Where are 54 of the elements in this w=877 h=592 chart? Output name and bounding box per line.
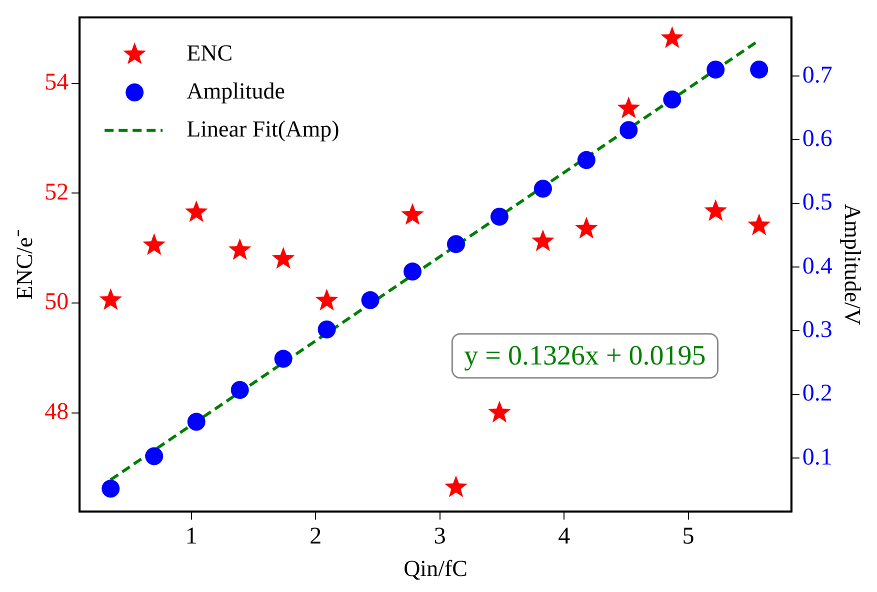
point xyxy=(750,60,768,79)
y2-tick-label: 0.5 xyxy=(802,190,832,216)
x-tick-label: 3 xyxy=(434,523,446,550)
y2-axis-title: Amplitude/V xyxy=(840,204,866,326)
y2-tick-label: 0.1 xyxy=(802,444,832,470)
point xyxy=(532,229,554,252)
legend-label: ENC xyxy=(186,40,233,66)
y-tick-label: 48 xyxy=(44,399,69,426)
point xyxy=(488,400,511,422)
point xyxy=(748,214,771,236)
point xyxy=(102,480,120,498)
point xyxy=(315,288,338,310)
point xyxy=(660,26,684,48)
point xyxy=(620,121,638,140)
point xyxy=(272,247,295,269)
point xyxy=(318,320,336,338)
y-tick-label: 52 xyxy=(44,179,69,206)
point xyxy=(534,180,552,198)
point xyxy=(575,216,598,239)
point xyxy=(401,203,424,225)
point xyxy=(404,262,422,281)
point xyxy=(444,475,468,498)
point xyxy=(184,200,208,222)
point xyxy=(274,350,292,368)
point xyxy=(228,238,252,260)
point xyxy=(617,96,640,118)
y2-tick-label: 0.2 xyxy=(802,380,832,407)
point xyxy=(145,447,164,466)
y-tick-label: 50 xyxy=(44,289,69,316)
y2-tick-label: 0.7 xyxy=(802,62,832,88)
y2-tick-label: 0.4 xyxy=(802,253,832,280)
y2-tick-label: 0.3 xyxy=(802,317,832,344)
point xyxy=(446,235,465,254)
legend-label: Linear Fit(Amp) xyxy=(186,116,340,142)
point xyxy=(663,90,682,109)
y-tick-label: 54 xyxy=(44,70,69,96)
x-tick-label: 2 xyxy=(310,523,322,550)
point xyxy=(187,412,206,431)
legend-label: Amplitude xyxy=(186,78,285,104)
point xyxy=(490,208,508,226)
y-axis-title: ENC/e⁻ xyxy=(12,229,37,300)
point xyxy=(99,288,122,310)
point xyxy=(704,199,728,221)
point xyxy=(706,60,725,79)
x-axis-title: Qin/fC xyxy=(404,556,468,582)
y2-tick-label: 0.6 xyxy=(802,126,832,152)
x-tick-label: 4 xyxy=(558,523,570,550)
point xyxy=(142,233,166,255)
x-tick-label: 1 xyxy=(185,523,198,550)
annotation: y = 0.1326x + 0.0195 xyxy=(464,340,706,372)
point xyxy=(361,291,380,310)
point xyxy=(577,151,596,170)
point xyxy=(230,380,249,399)
x-tick-label: 5 xyxy=(682,523,694,550)
